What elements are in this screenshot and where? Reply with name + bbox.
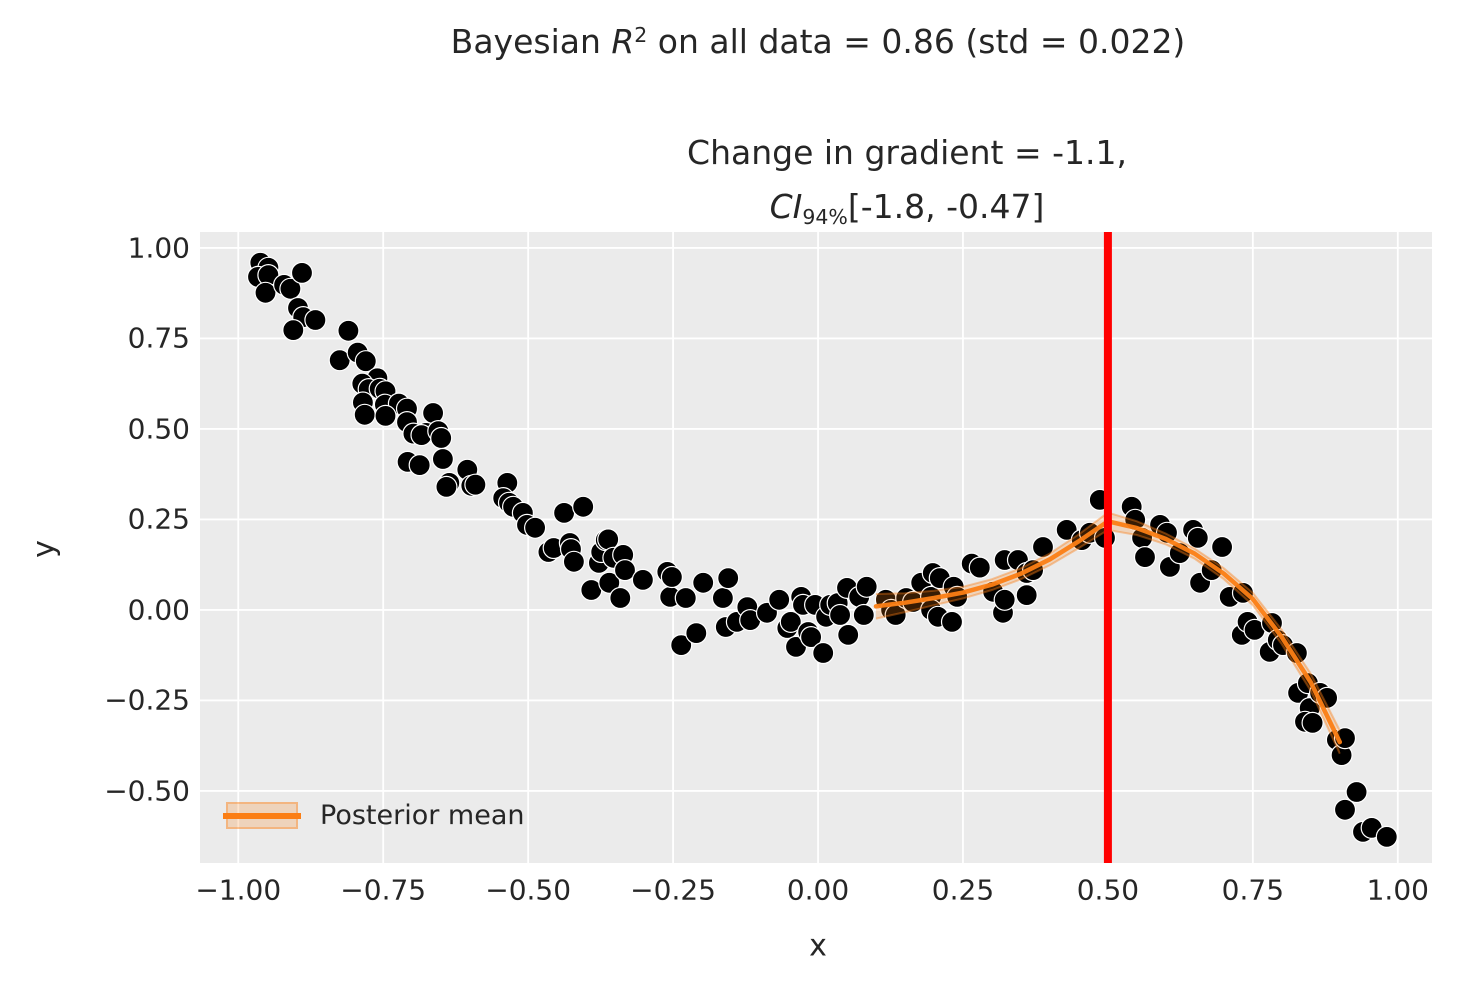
scatter-point [1333, 798, 1357, 821]
ci-subscript: 94% [802, 204, 848, 229]
scatter-point [1375, 825, 1398, 849]
y-tick-label: 0.25 [127, 502, 190, 536]
y-tick-label: −0.50 [104, 774, 190, 808]
scatter-point [631, 568, 654, 591]
ci-label: CI [769, 187, 803, 226]
scatter-point [828, 603, 852, 627]
scatter-point [670, 634, 693, 657]
scatter-point [553, 501, 576, 524]
scatter-point [692, 571, 715, 594]
scatter-point [1210, 535, 1234, 559]
x-tick-label: 0.25 [931, 873, 995, 907]
x-tick-label: −0.25 [630, 873, 716, 907]
scatter-point [524, 516, 547, 539]
scatter-point [572, 495, 595, 518]
scatter-point [1031, 535, 1055, 559]
scatter-point [674, 586, 697, 610]
title-suffix: on all data = 0.86 (std = 0.022) [647, 22, 1186, 61]
scatter-point [353, 403, 376, 426]
plot-background [200, 232, 1432, 863]
x-tick-label: 1.00 [1366, 873, 1429, 907]
subtitle-line1: Change in gradient = -1.1, [687, 133, 1127, 172]
x-tick-label: 0.75 [1221, 873, 1285, 907]
plot-area: Posterior mean [200, 232, 1432, 863]
scatter-point [290, 261, 314, 285]
scatter-point [562, 550, 585, 573]
scatter-point [855, 575, 878, 598]
x-tick-label: 0.00 [786, 873, 850, 907]
title-prefix: Bayesian [450, 22, 612, 61]
scatter-point [609, 586, 632, 610]
scatter-point [464, 473, 487, 496]
y-tick-label: −0.25 [104, 683, 190, 717]
chart-title: Bayesian R2 on all data = 0.86 (std = 0.… [451, 22, 1186, 61]
scatter-point [304, 308, 327, 332]
scatter-point [837, 623, 860, 646]
scatter-point [1345, 780, 1368, 804]
scatter-point [1015, 584, 1038, 607]
scatter-point [337, 319, 360, 342]
title-r-exponent: 2 [634, 22, 648, 47]
legend-ci-band-swatch [223, 802, 301, 829]
legend-posterior-line-swatch [223, 812, 301, 819]
scatter-point [1133, 546, 1157, 569]
x-tick-label: 0.50 [1076, 873, 1140, 907]
y-tick-label: 1.00 [127, 231, 190, 265]
ci-interval: [-1.8, -0.47] [847, 187, 1045, 226]
legend-label: Posterior mean [320, 800, 525, 831]
y-tick-label: 0.00 [127, 593, 190, 627]
x-axis-label: x [809, 928, 827, 964]
chart-canvas [200, 232, 1432, 863]
scatter-point [968, 556, 991, 579]
scatter-point [717, 567, 740, 590]
scatter-point [613, 559, 637, 582]
scatter-point [711, 586, 735, 610]
scatter-point [408, 454, 431, 477]
scatter-point [597, 528, 620, 551]
scatter-point [660, 565, 683, 589]
scatter-point [279, 277, 302, 300]
y-axis-label: y [26, 540, 62, 558]
subtitle-line2: CI94%[-1.8, -0.47] [687, 180, 1127, 238]
scatter-point [435, 475, 458, 498]
scatter-point [254, 281, 277, 304]
scatter-point [1301, 711, 1324, 734]
scatter-point [685, 622, 708, 645]
scatter-point [430, 426, 453, 450]
scatter-point [799, 626, 823, 649]
scatter-point [374, 404, 397, 427]
x-tick-label: −1.00 [195, 873, 282, 907]
scatter-point [940, 610, 964, 633]
scatter-point [1186, 526, 1209, 549]
scatter-point [779, 610, 802, 633]
scatter-point [282, 318, 305, 342]
x-tick-label: −0.75 [340, 873, 427, 907]
legend: Posterior mean [223, 800, 525, 831]
scatter-point [354, 350, 377, 373]
scatter-point [768, 588, 791, 611]
scatter-point [993, 588, 1016, 611]
y-tick-label: 0.75 [127, 321, 190, 355]
y-tick-label: 0.50 [127, 412, 190, 446]
scatter-point [598, 571, 621, 594]
x-tick-label: −0.50 [485, 873, 572, 907]
scatter-point [812, 641, 835, 665]
title-r-symbol: R [611, 22, 635, 61]
chart-subtitle: Change in gradient = -1.1, CI94%[-1.8, -… [687, 126, 1127, 238]
scatter-point [431, 447, 454, 471]
scatter-point [852, 603, 875, 627]
